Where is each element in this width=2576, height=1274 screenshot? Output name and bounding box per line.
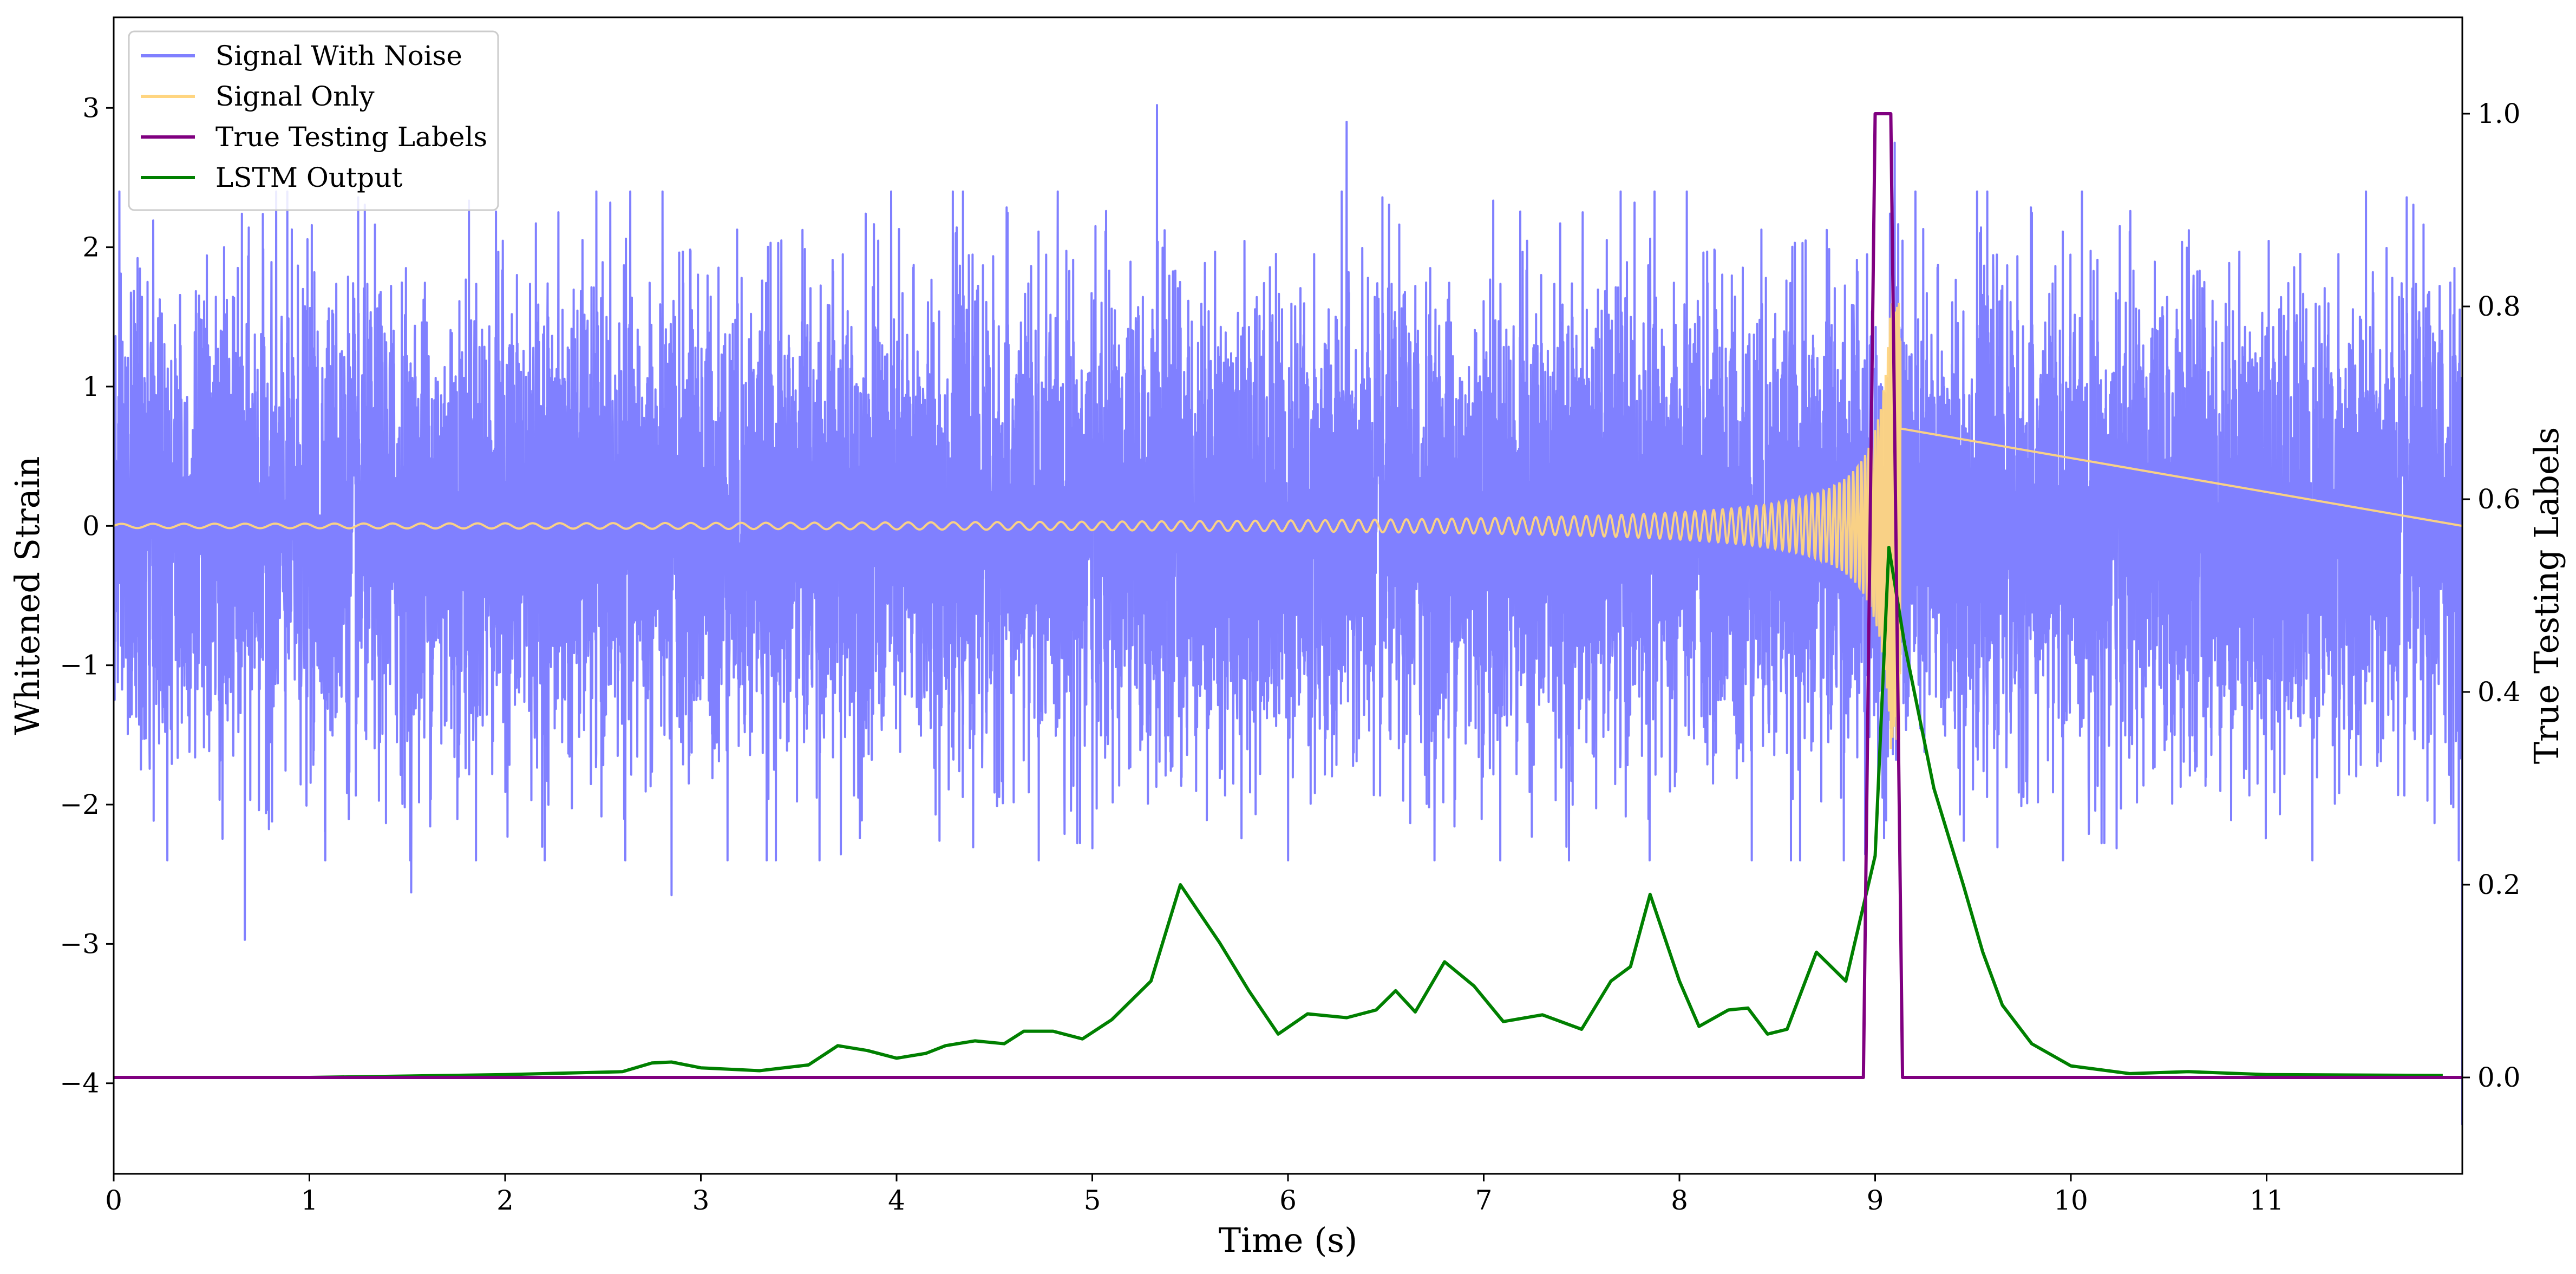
legend-label: True Testing Labels [215,121,487,153]
y-axis-left: −4 −3 −2 −1 0 1 2 3 [60,92,114,1099]
y-left-tick-label: 0 [82,510,100,541]
x-tick-label: 5 [1084,1185,1101,1216]
y-right-tick-label: 1.0 [2477,98,2521,129]
x-tick-label: 2 [496,1185,514,1216]
legend-label: LSTM Output [215,162,402,193]
x-tick-label: 0 [105,1185,122,1216]
y-right-tick-label: 0.6 [2477,484,2521,515]
x-tick-label: 10 [2054,1185,2088,1216]
y-left-tick-label: −1 [60,650,100,681]
x-tick-label: 6 [1279,1185,1297,1216]
legend: Signal With Noise Signal Only True Testing… [128,30,499,211]
legend-label: Signal With Noise [215,40,462,71]
x-tick-label: 3 [692,1185,710,1216]
y-left-tick-label: 2 [82,232,100,263]
series-signal-with-noise [114,104,2462,1125]
x-tick-label: 9 [1867,1185,1884,1216]
y-left-tick-label: −2 [60,789,100,820]
legend-box [128,30,499,211]
y-right-tick-label: 0.2 [2477,869,2521,900]
true-testing-labels-line [114,112,2462,1079]
y-left-tick-label: −4 [60,1068,100,1099]
x-tick-label: 4 [888,1185,905,1216]
series-lstm-output [114,546,2443,1079]
y-right-tick-label: 0.8 [2477,291,2521,322]
legend-label: Signal Only [215,81,375,112]
x-tick-label: 7 [1475,1185,1493,1216]
y-left-tick-label: 3 [82,92,100,123]
y-left-tick-label: 1 [82,371,100,402]
lstm-output-line [114,546,2443,1079]
y-right-tick-label: 0.0 [2477,1062,2521,1093]
y-axis-left-title: Whitened Strain [8,456,47,735]
y-right-tick-label: 0.4 [2477,676,2521,708]
y-left-tick-label: −3 [60,928,100,959]
signal-with-noise-line [114,104,2462,1125]
x-axis: 0 1 2 3 4 5 6 7 8 9 10 11 [105,1174,2284,1216]
x-tick-label: 8 [1671,1185,1688,1216]
y-axis-right-title: True Testing Labels [2527,427,2566,765]
y-axis-right: 0.0 0.2 0.4 0.6 0.8 1.0 [2462,98,2521,1093]
series-true-testing-labels [114,112,2462,1079]
x-tick-label: 11 [2250,1185,2284,1216]
signal-only-line [114,303,2462,749]
x-axis-title: Time (s) [1219,1220,1358,1260]
series-signal-only [114,303,2462,749]
x-tick-label: 1 [301,1185,318,1216]
